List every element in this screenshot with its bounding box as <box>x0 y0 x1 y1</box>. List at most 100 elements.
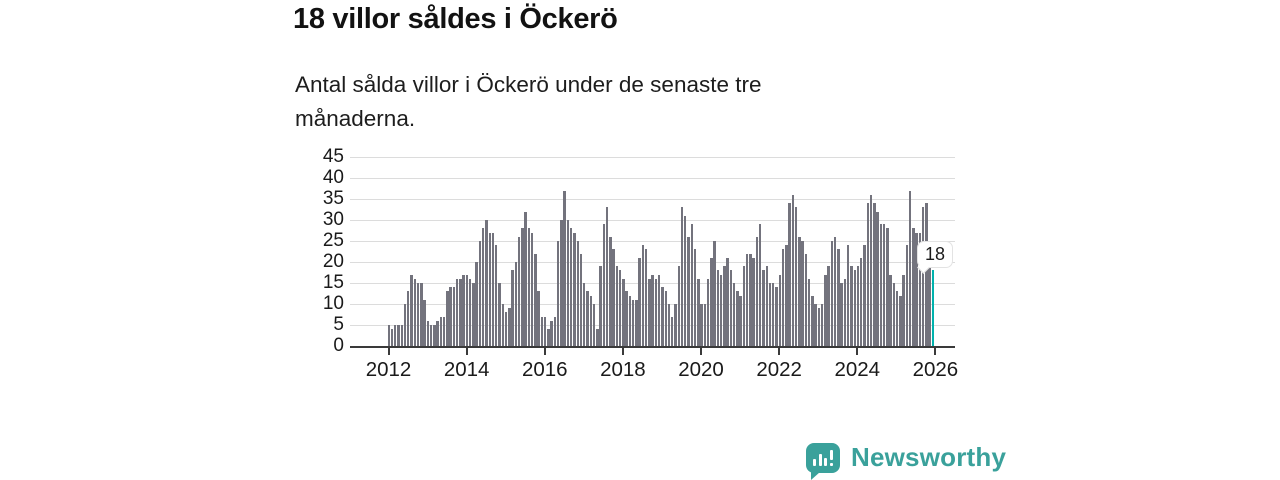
bar <box>921 207 925 346</box>
bar <box>762 270 765 346</box>
y-axis-tick-label: 25 <box>322 230 344 251</box>
y-axis-tick-label: 30 <box>322 209 344 230</box>
bar <box>820 304 824 346</box>
bar <box>387 325 390 346</box>
bar <box>605 207 609 346</box>
gridline <box>350 241 955 242</box>
y-axis-tick-label: 35 <box>322 188 344 209</box>
bar <box>508 308 511 346</box>
x-axis-tick <box>700 348 703 355</box>
y-axis-tick-label: 0 <box>333 335 344 356</box>
bar <box>413 278 416 346</box>
bar <box>892 283 896 346</box>
bar <box>615 266 619 346</box>
bar <box>895 291 899 346</box>
chart-subtitle: Antal sålda villor i Öckerö under de sen… <box>295 72 762 132</box>
bar <box>540 316 544 346</box>
bar <box>889 274 892 346</box>
bar <box>475 262 478 346</box>
bar <box>596 329 599 346</box>
bar <box>902 274 905 346</box>
bar <box>543 316 547 346</box>
bar <box>403 304 407 346</box>
x-axis-tick-label: 2026 <box>912 358 959 381</box>
bar <box>550 320 553 346</box>
bar <box>423 299 426 346</box>
x-axis-tick <box>543 348 546 355</box>
bar <box>641 245 645 346</box>
gridline <box>350 157 955 158</box>
bar <box>847 245 850 346</box>
bar <box>394 325 397 346</box>
bar <box>853 270 856 346</box>
bar <box>850 266 853 346</box>
bar <box>563 190 566 346</box>
bar <box>459 278 462 346</box>
bar <box>609 236 612 346</box>
x-axis-tick-label: 2012 <box>365 358 412 381</box>
bar <box>498 283 501 346</box>
bar <box>390 329 394 346</box>
bar <box>732 283 736 346</box>
bar <box>723 266 726 346</box>
bar <box>804 253 808 346</box>
bar <box>700 304 703 346</box>
x-axis-tick-label: 2022 <box>756 358 802 381</box>
bar <box>426 320 430 346</box>
bar <box>488 232 491 346</box>
bar <box>514 262 518 346</box>
bar <box>452 287 456 346</box>
bar <box>468 278 472 346</box>
bar <box>680 207 684 346</box>
bar <box>504 312 508 346</box>
bar <box>478 241 482 346</box>
bar <box>455 278 459 346</box>
bar <box>765 266 768 346</box>
newsworthy-logo-text: Newsworthy <box>851 442 1007 472</box>
bar <box>840 283 843 346</box>
bar <box>908 190 912 346</box>
bar <box>856 266 860 346</box>
bar <box>736 291 739 346</box>
bar <box>781 249 785 346</box>
y-axis-tick-label: 10 <box>322 293 344 314</box>
bar <box>576 241 579 346</box>
bar <box>465 274 469 346</box>
newsworthy-logo[interactable]: Newsworthy <box>806 442 1007 480</box>
bar <box>628 295 632 346</box>
bar <box>592 304 596 346</box>
bar <box>560 220 563 346</box>
gridline <box>350 262 955 263</box>
bar <box>791 194 795 346</box>
bar <box>869 194 873 346</box>
bar <box>511 270 514 346</box>
bar <box>899 295 902 346</box>
bar <box>706 278 710 346</box>
bar <box>690 224 693 346</box>
bar <box>517 236 521 346</box>
bar <box>485 220 488 346</box>
x-axis-tick <box>621 348 624 355</box>
bar <box>693 249 697 346</box>
highlighted-bar <box>931 270 935 346</box>
gridline <box>350 199 955 200</box>
bar <box>589 295 592 346</box>
bar <box>827 266 830 346</box>
bar <box>752 257 755 346</box>
bar <box>482 228 485 346</box>
bar <box>811 295 814 346</box>
last-value-callout: 18 <box>917 241 954 268</box>
bar <box>905 245 909 346</box>
bar <box>449 287 452 346</box>
bar <box>433 325 436 346</box>
bar <box>491 232 495 346</box>
bar <box>599 266 602 346</box>
bar <box>873 203 876 346</box>
bar <box>742 266 746 346</box>
bar <box>703 304 707 346</box>
bar <box>866 203 869 346</box>
bar <box>612 249 615 346</box>
bar <box>586 291 589 346</box>
x-axis-tick-label: 2024 <box>834 358 881 381</box>
